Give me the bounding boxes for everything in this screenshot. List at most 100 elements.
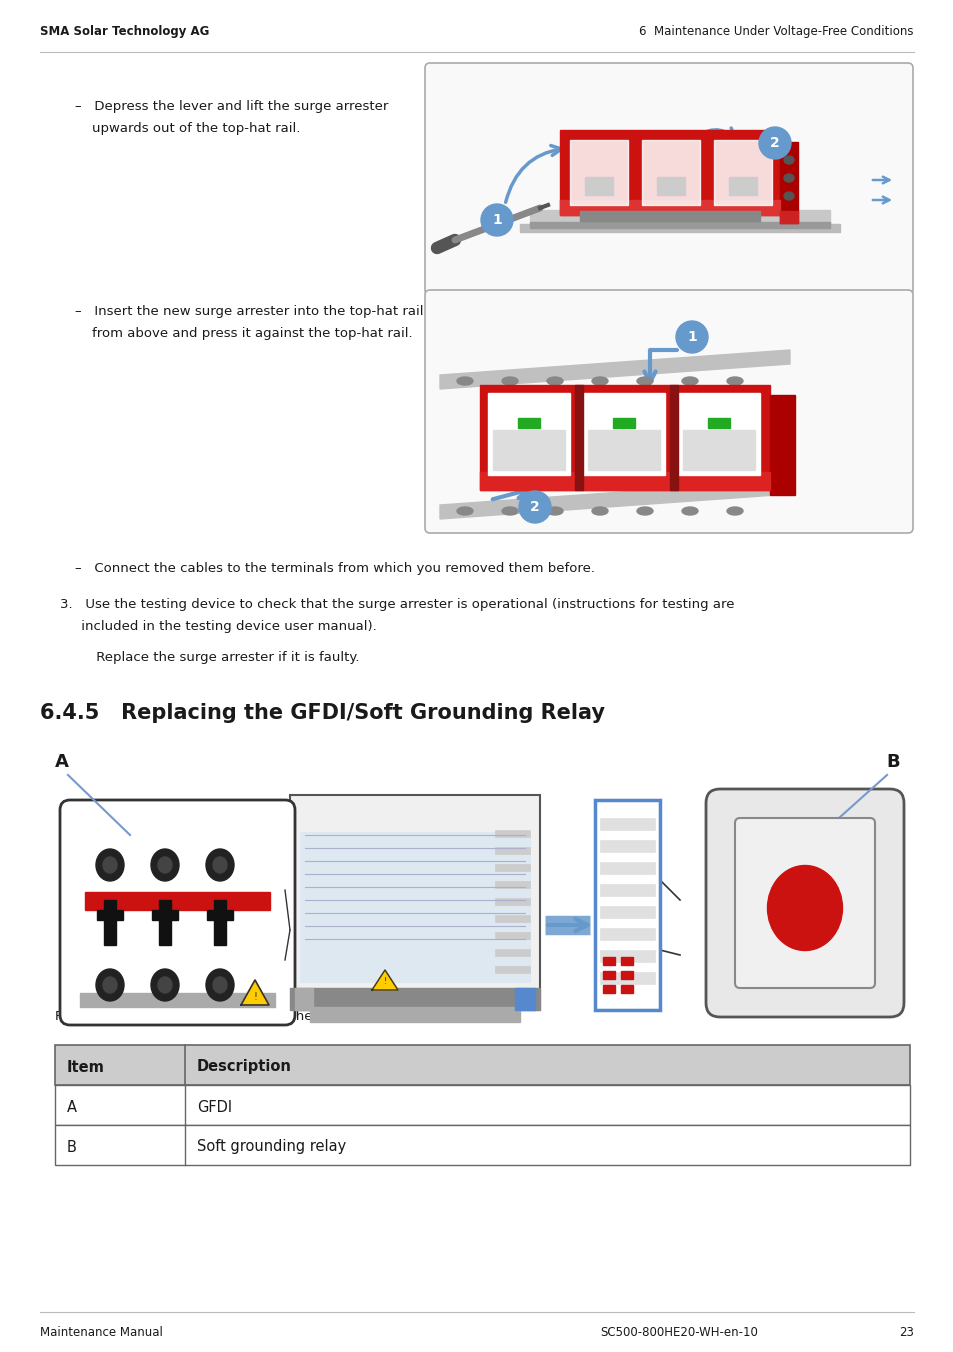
Ellipse shape — [637, 507, 652, 515]
Circle shape — [759, 127, 790, 160]
Ellipse shape — [592, 507, 607, 515]
Text: 2: 2 — [530, 500, 539, 514]
Bar — [207, 910, 233, 919]
Bar — [530, 210, 829, 228]
Bar — [479, 385, 769, 489]
Bar — [595, 800, 659, 1010]
Ellipse shape — [501, 377, 517, 385]
Text: from above and press it against the top-hat rail.: from above and press it against the top-… — [75, 327, 413, 339]
Text: Description: Description — [196, 1060, 292, 1075]
Ellipse shape — [767, 865, 841, 950]
Bar — [620, 957, 633, 965]
Ellipse shape — [637, 377, 652, 385]
Bar — [517, 418, 539, 429]
Text: 1: 1 — [492, 214, 501, 227]
Bar — [584, 177, 613, 195]
Bar — [495, 830, 530, 837]
Bar — [493, 430, 564, 470]
Bar — [678, 393, 760, 475]
Bar — [595, 800, 659, 1010]
Bar — [495, 846, 530, 854]
Bar — [728, 177, 757, 195]
Bar — [575, 385, 582, 489]
Bar — [495, 882, 530, 888]
Bar — [579, 211, 760, 220]
Text: 1: 1 — [686, 330, 696, 343]
Ellipse shape — [726, 377, 742, 385]
Text: A: A — [67, 1099, 77, 1114]
Text: B: B — [67, 1140, 77, 1155]
Text: B: B — [885, 753, 899, 771]
Circle shape — [676, 320, 707, 353]
Ellipse shape — [681, 507, 698, 515]
Text: Item: Item — [67, 1060, 105, 1075]
Bar — [602, 957, 615, 965]
Bar — [530, 222, 829, 228]
Polygon shape — [241, 980, 269, 1005]
Bar — [299, 831, 530, 982]
Bar — [294, 988, 313, 1010]
Text: –   Insert the new surge arrester into the top-hat rail: – Insert the new surge arrester into the… — [75, 306, 423, 318]
Text: !: ! — [253, 992, 256, 1002]
Bar — [682, 430, 754, 470]
Bar — [495, 965, 530, 973]
Text: Position of the GFDI and the soft grounding relay: Position of the GFDI and the soft ground… — [112, 1010, 451, 1023]
Circle shape — [518, 491, 551, 523]
Ellipse shape — [151, 849, 179, 882]
Bar — [780, 142, 797, 223]
Bar — [599, 950, 655, 963]
Bar — [495, 915, 530, 922]
Bar — [587, 430, 659, 470]
Bar — [620, 986, 633, 992]
Bar — [515, 988, 535, 1010]
Bar — [669, 385, 678, 489]
Ellipse shape — [501, 507, 517, 515]
Bar — [613, 418, 635, 429]
Text: SMA Solar Technology AG: SMA Solar Technology AG — [40, 26, 209, 38]
Text: upwards out of the top-hat rail.: upwards out of the top-hat rail. — [75, 122, 300, 135]
Text: –   Connect the cables to the terminals from which you removed them before.: – Connect the cables to the terminals fr… — [75, 562, 595, 575]
Bar — [769, 395, 794, 495]
Bar — [290, 795, 539, 1010]
Bar — [55, 1125, 909, 1165]
Bar — [707, 418, 729, 429]
Text: –   Depress the lever and lift the surge arrester: – Depress the lever and lift the surge a… — [75, 100, 388, 114]
Ellipse shape — [96, 849, 124, 882]
Bar — [290, 988, 539, 1010]
Bar — [495, 864, 530, 871]
Bar — [213, 900, 226, 945]
Text: Replace the surge arrester if it is faulty.: Replace the surge arrester if it is faul… — [75, 652, 359, 664]
FancyBboxPatch shape — [424, 64, 912, 295]
Text: A: A — [55, 753, 69, 771]
Bar — [559, 200, 780, 215]
Ellipse shape — [546, 377, 562, 385]
Polygon shape — [439, 480, 789, 519]
Bar — [495, 932, 530, 940]
Text: 3.   Use the testing device to check that the surge arrester is operational (ins: 3. Use the testing device to check that … — [60, 598, 734, 611]
Bar — [599, 884, 655, 896]
FancyBboxPatch shape — [734, 818, 874, 988]
Bar — [104, 900, 116, 945]
Bar — [599, 906, 655, 918]
Bar — [85, 892, 270, 910]
Bar — [599, 972, 655, 984]
Bar — [97, 910, 123, 919]
Bar — [599, 840, 655, 852]
Ellipse shape — [213, 857, 227, 873]
Bar — [657, 177, 684, 195]
Ellipse shape — [783, 174, 793, 183]
Bar — [713, 141, 771, 206]
Ellipse shape — [726, 507, 742, 515]
Ellipse shape — [158, 857, 172, 873]
Text: GFDI: GFDI — [196, 1099, 232, 1114]
Bar — [80, 992, 274, 1007]
Bar — [780, 211, 797, 223]
Bar — [569, 141, 627, 206]
Circle shape — [480, 204, 513, 237]
Bar — [582, 393, 664, 475]
Text: 23: 23 — [898, 1326, 913, 1340]
Bar — [495, 949, 530, 956]
Ellipse shape — [213, 977, 227, 992]
Bar — [602, 971, 615, 979]
Text: SC500-800HE20-WH-en-10: SC500-800HE20-WH-en-10 — [599, 1326, 757, 1340]
